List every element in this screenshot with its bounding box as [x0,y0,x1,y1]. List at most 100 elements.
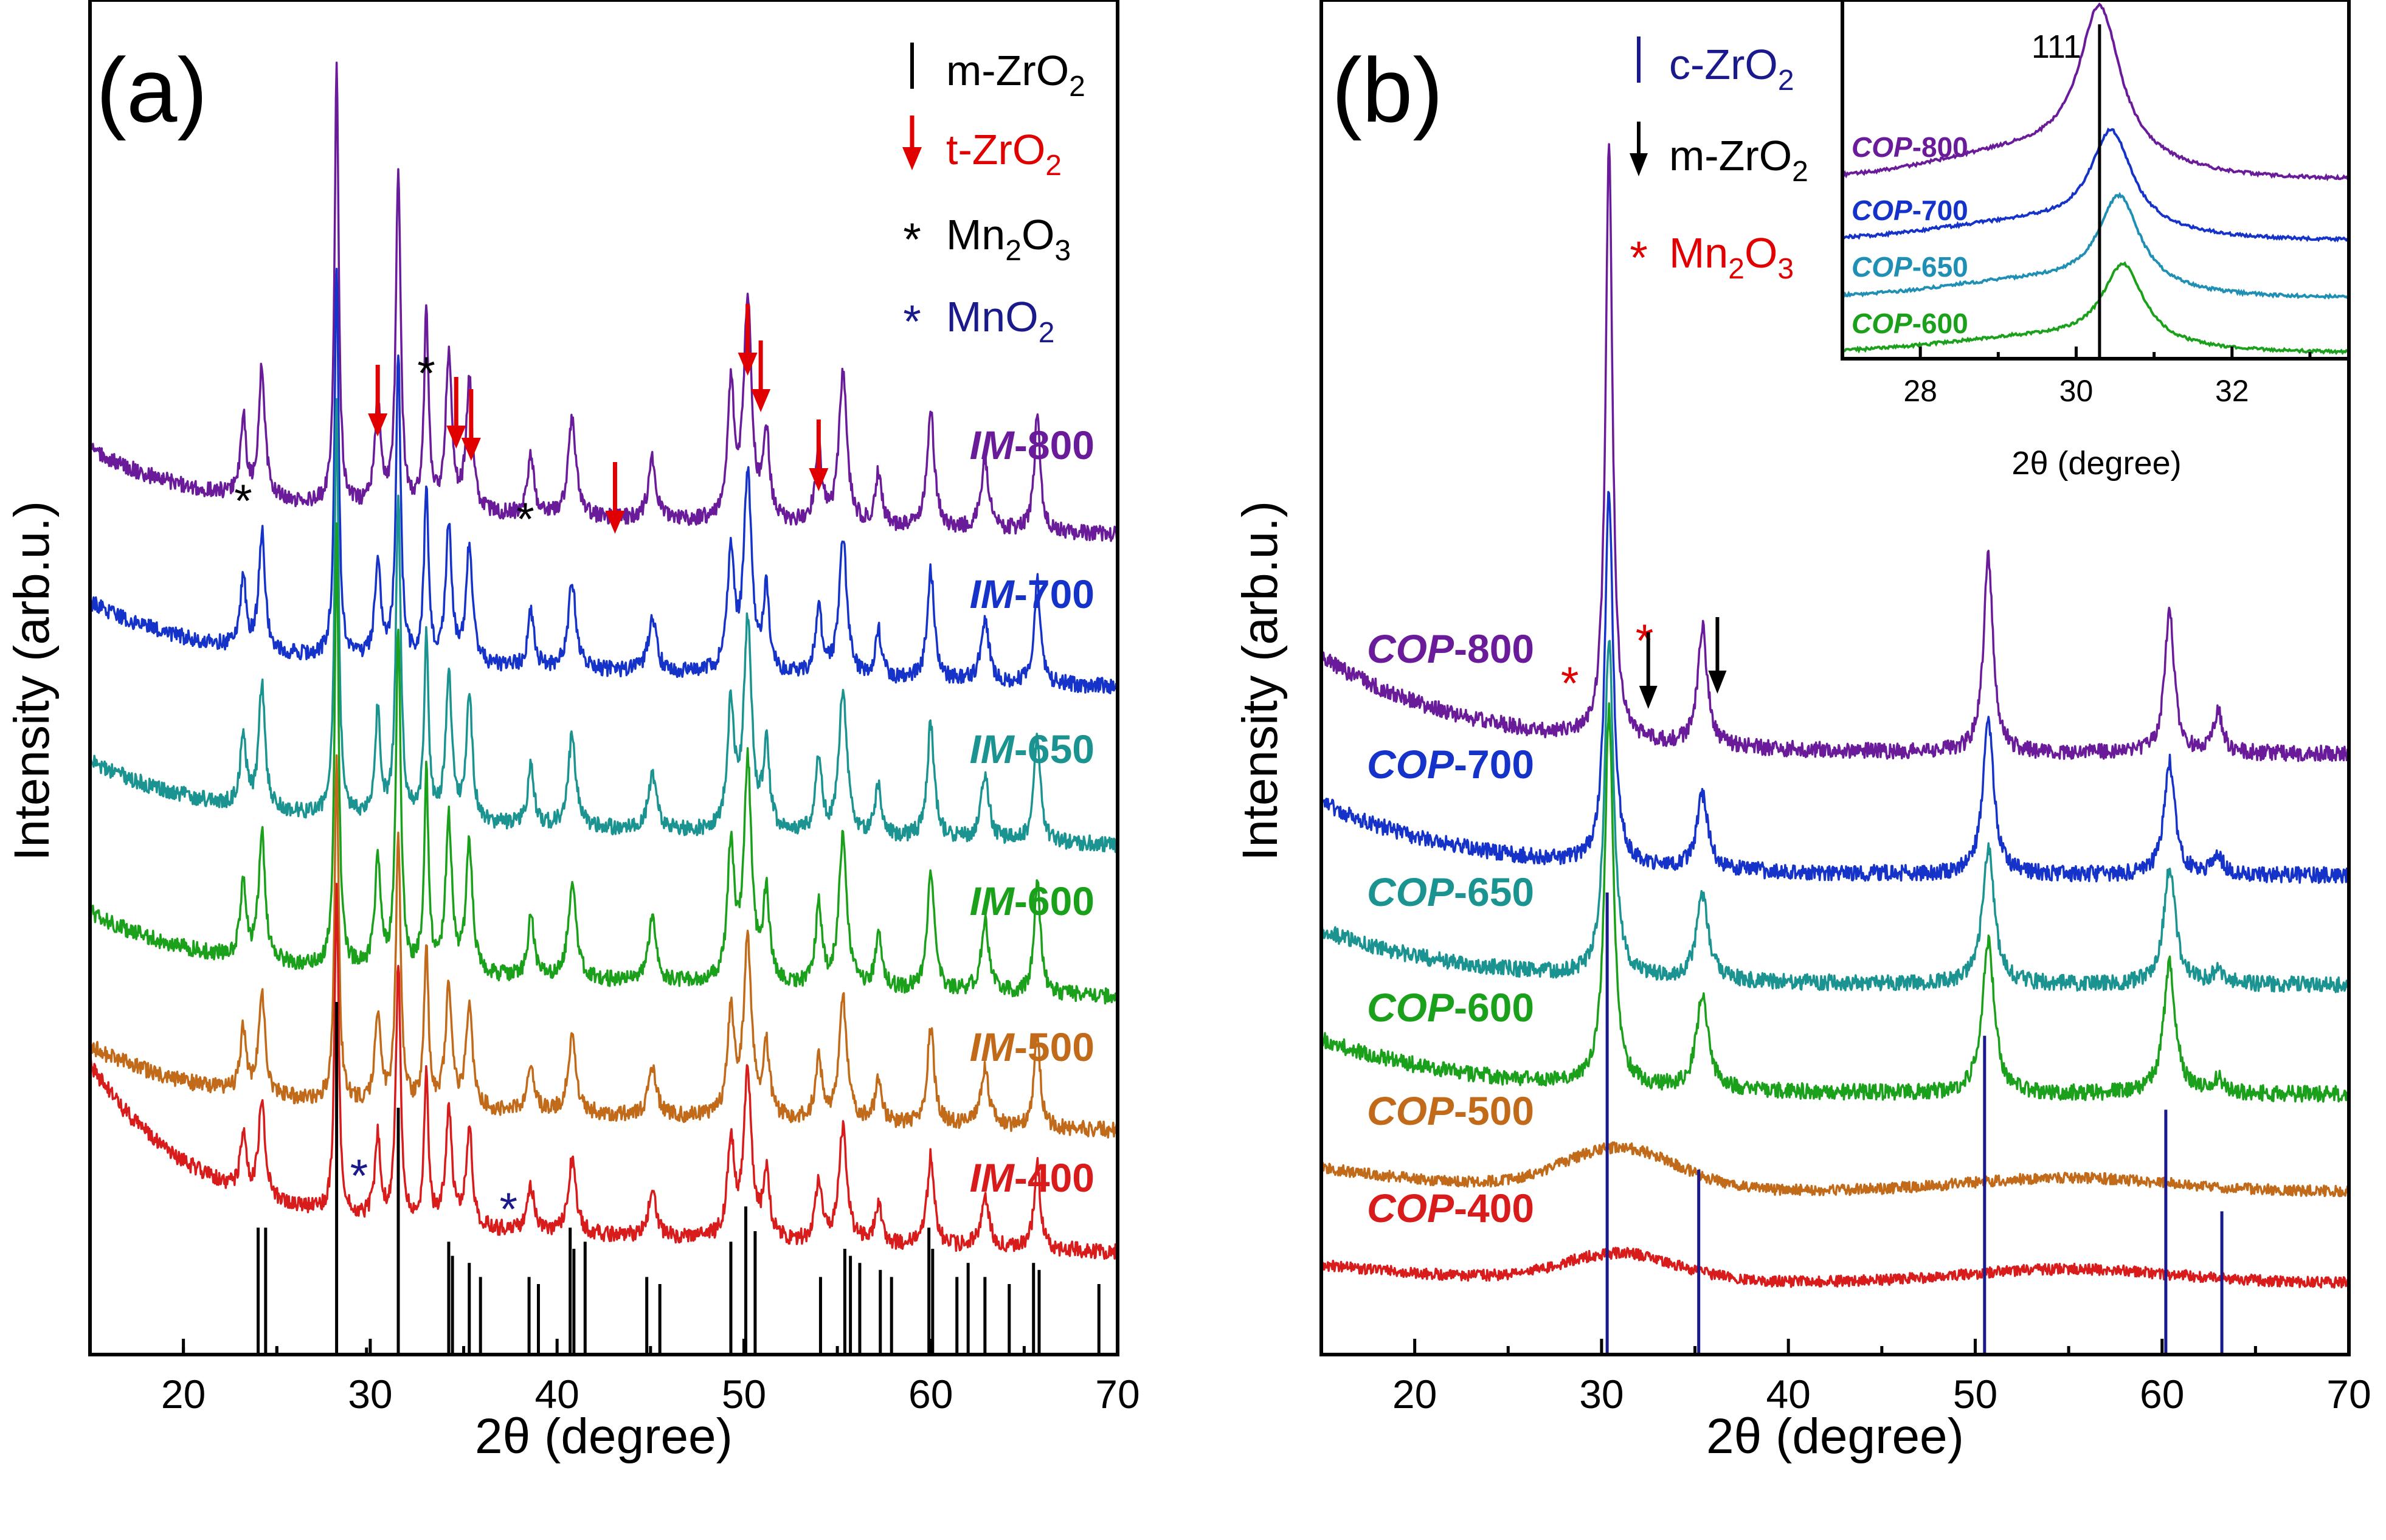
series-label-im-800: IM-800 [970,423,1094,468]
legend-symbol-star: * [1630,232,1648,284]
x-tick-label: 50 [722,1372,766,1417]
inset-label-cop-600: COP-600 [1852,308,1968,339]
legend-item-a: m-ZrO2 [910,43,1085,103]
legend-symbol-arrow-head [1630,153,1648,176]
legend-symbol-star: * [903,296,921,348]
trace-cop-800 [1320,143,2350,762]
inset-trace-cop-650 [1841,192,2350,300]
inset-x-tick-label: 30 [2059,374,2094,408]
m-zro2-arrow-head [1639,686,1658,709]
legend-item-a: t-ZrO2 [902,116,1062,182]
t-zro2-arrow-head [738,353,758,376]
legend-item-a: * MnO2 [903,293,1054,349]
x-tick-label: 70 [1095,1372,1139,1417]
t-zro2-arrow-head [605,511,625,534]
legend-item-b: * Mn2O3 [1630,229,1794,285]
panel-b-frame [1319,0,2351,1356]
panel-a-letter: (a) [96,39,207,141]
trace-im-650 [89,398,1119,853]
inset-series-labels: COP-800 COP-700 COP-650 COP-600 [1852,131,1968,339]
trace-cop-400 [1320,1246,2350,1289]
mno2-star: * [500,1184,518,1235]
trace-im-500 [89,754,1119,1139]
inset-trace-cop-600 [1841,261,2350,355]
panel-b-series-labels: COP-800 COP-700 COP-650 COP-600 COP-500 COP-4… [1367,626,1534,1231]
inset-label-cop-650: COP-650 [1852,251,1968,283]
series-label-im-400: IM-400 [970,1155,1094,1200]
legend-label: MnO2 [946,293,1054,349]
panel-a-ylabel: Intensity (arb.u.) [4,501,60,861]
x-tick-label: 20 [1392,1372,1437,1417]
series-label-cop-800: COP-800 [1367,626,1534,671]
panel-a: * * * * * 20 30 40 50 60 70 (a) 2θ (degree) Inten… [4,0,1140,1464]
inset-traces: 111 [1841,2,2350,359]
panel-b-ylabel: Intensity (arb.u.) [1233,501,1288,861]
trace-cop-700 [1321,491,2350,884]
legend-item-a: * Mn2O3 [903,211,1071,267]
t-zro2-arrow-head [809,468,829,491]
mn2o3-star: * [1561,658,1579,710]
panel-b: ** 20 30 40 50 60 70 (b) 2θ (degree) Intensit… [1233,0,2371,1464]
inset-x-ticks: 28 30 32 [1841,347,2312,408]
series-label-im-500: IM-500 [970,1024,1094,1069]
panel-a-x-ticks: 20 30 40 50 60 70 [88,1339,1140,1417]
legend-label: c-ZrO2 [1669,41,1794,97]
x-tick-label: 70 [2326,1372,2371,1417]
legend-label: Mn2O3 [946,211,1071,267]
x-tick-label: 60 [908,1372,953,1417]
inset-label-cop-700: COP-700 [1852,195,1968,226]
panel-a-traces [89,61,1119,1260]
legend-item-b: c-ZrO2 [1637,36,1794,97]
legend-item-b: m-ZrO2 [1630,122,1808,188]
legend-label: m-ZrO2 [946,47,1085,103]
mno2-star: * [350,1150,368,1202]
t-zro2-arrow-head [368,413,388,437]
x-tick-label: 20 [161,1372,206,1417]
series-label-cop-500: COP-500 [1367,1088,1534,1133]
series-label-cop-700: COP-700 [1367,742,1534,787]
panel-a-frame [88,0,1119,1356]
series-label-im-600: IM-600 [970,879,1094,924]
x-tick-label: 50 [1953,1372,1997,1417]
trace-im-400 [89,883,1119,1260]
trace-cop-650 [1320,640,2350,993]
panel-b-x-ticks: 20 30 40 50 60 70 [1319,1339,2371,1417]
inset-xlabel: 2θ (degree) [2011,445,2181,482]
mn2o3-star: * [234,475,252,527]
x-tick-label: 30 [1579,1372,1624,1417]
legend-label: Mn2O3 [1669,229,1794,285]
panel-a-phase-markers: * * * * * [234,304,829,1235]
trace-cop-600 [1320,702,2350,1103]
panel-b-traces [1320,143,2350,1289]
legend-label: t-ZrO2 [946,126,1062,182]
trace-im-800 [89,61,1119,542]
series-label-im-650: IM-650 [970,727,1094,772]
trace-im-600 [89,522,1119,1005]
inset-trace-cop-800 [1841,2,2350,182]
inset-background [1842,0,2349,359]
inset-x-tick-label: 28 [1903,374,1937,408]
trace-cop-500 [1320,1141,2350,1198]
series-label-im-700: IM-700 [970,571,1094,616]
series-label-cop-650: COP-650 [1367,869,1534,914]
panel-b-phase-markers: ** [1561,615,1727,710]
panel-b-inset: 111 28 30 32 2θ (degree) COP-800COP-700COP… [1841,0,2351,482]
m-zro2-arrow-head [1708,671,1727,694]
trace-im-700 [89,268,1118,694]
panel-b-xlabel: 2θ (degree) [1706,1409,1964,1464]
mn2o3-star: * [417,348,435,399]
panel-a-series-labels: IM-800 IM-700 IM-650 IM-600 IM-500 IM-400 [970,423,1094,1200]
x-tick-label: 40 [534,1372,579,1417]
panel-a-m-zro2-reference-lines [182,1002,1101,1355]
panel-b-legend: c-ZrO2 m-ZrO2 * Mn2O3 [1630,36,1808,285]
panel-a-xlabel: 2θ (degree) [475,1409,733,1464]
t-zro2-arrow-head [751,389,771,412]
panel-a-legend: m-ZrO2 t-ZrO2 * Mn2O3 * MnO2 [902,43,1085,349]
inset-trace-cop-700 [1841,127,2350,243]
x-tick-label: 60 [2140,1372,2184,1417]
inset-label-cop-800: COP-800 [1852,131,1968,163]
legend-symbol-star: * [903,214,921,266]
inset-x-tick-label: 32 [2215,374,2249,408]
series-label-cop-600: COP-600 [1367,985,1534,1030]
